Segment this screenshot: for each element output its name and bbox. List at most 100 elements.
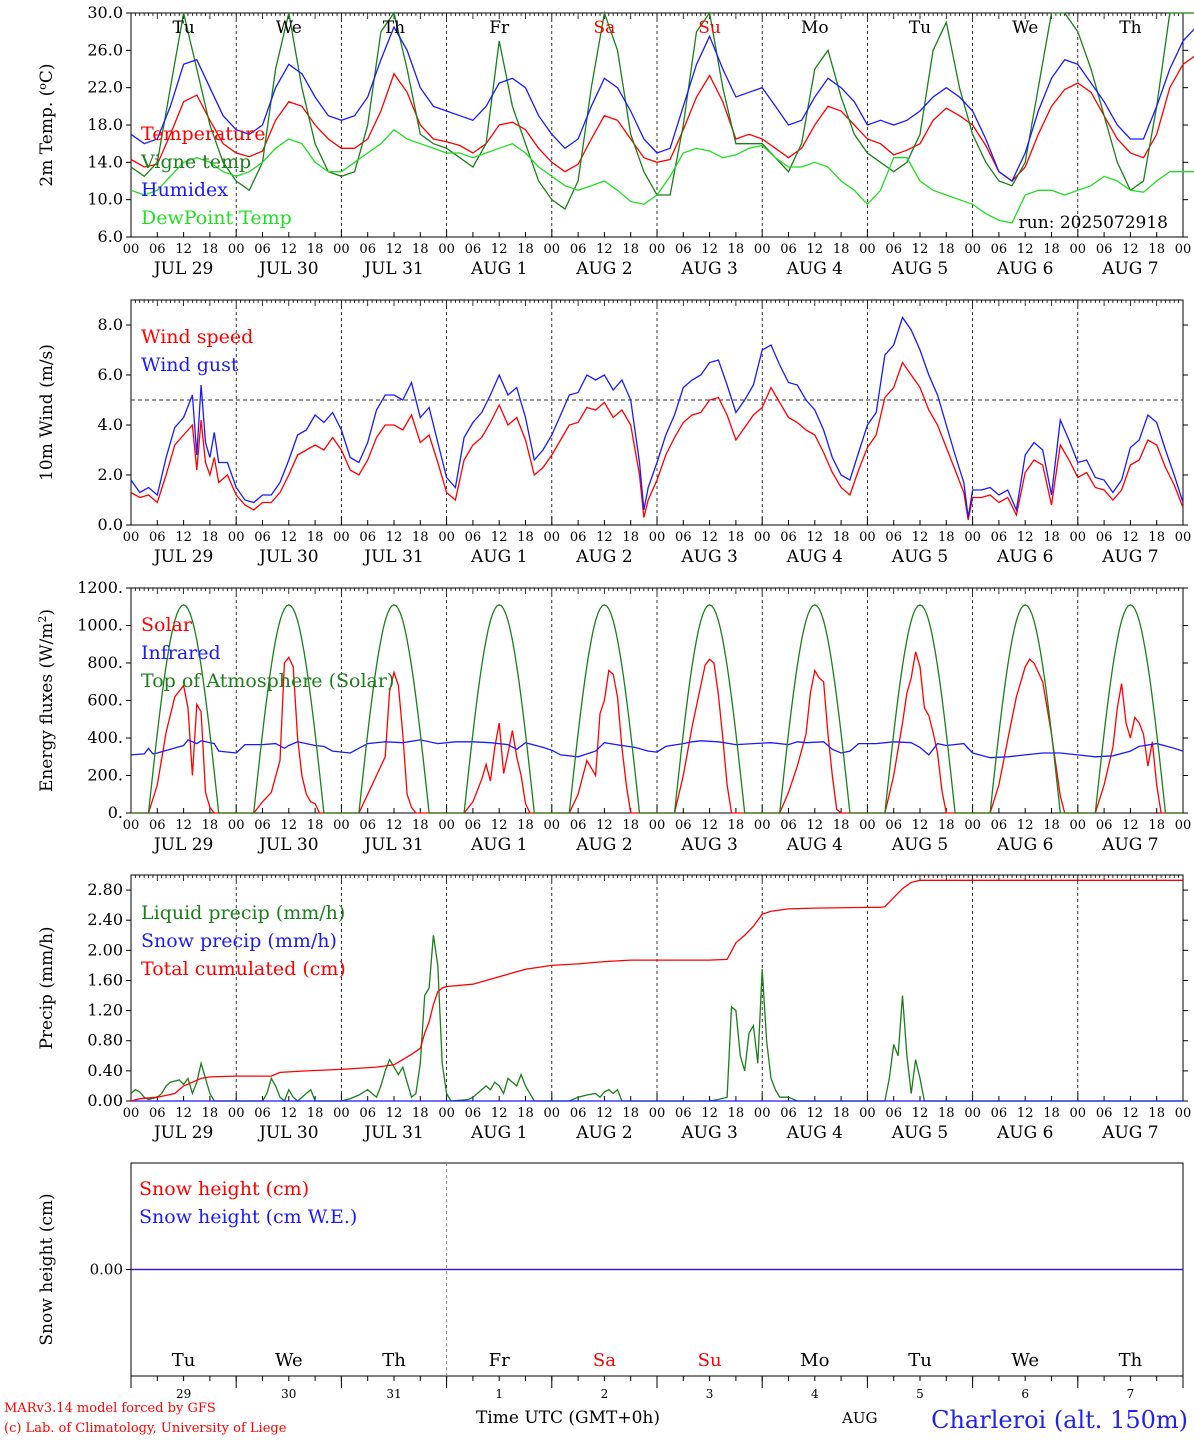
hour-tick-label: 06	[885, 1106, 902, 1121]
hour-tick-label: 12	[386, 818, 403, 833]
hour-tick-label: 00	[649, 818, 666, 833]
hour-tick-label: 12	[912, 242, 929, 257]
series-line	[130, 55, 1194, 182]
hour-tick-label: 18	[517, 818, 534, 833]
hour-tick-label: 18	[307, 818, 324, 833]
date-label: JUL 30	[257, 1123, 318, 1143]
weekday-label: Fr	[489, 1350, 510, 1371]
hour-tick-label: 00	[649, 1106, 666, 1121]
hour-tick-label: 12	[175, 1106, 192, 1121]
hour-tick-label: 06	[570, 530, 587, 545]
y-tick-label: 1200.	[77, 578, 123, 597]
hour-tick-label: 06	[465, 242, 482, 257]
hour-tick-label: 12	[701, 1106, 718, 1121]
date-label: AUG 5	[891, 259, 948, 279]
hour-tick-label: 12	[386, 530, 403, 545]
weekday-label: Fr	[489, 18, 510, 38]
hour-tick-label: 00	[123, 530, 140, 545]
panel-2: 0.0 2.0 4.0 6.0 8.0 00 06 12 18 00 06 12 18 00 06 12 18 0…	[37, 299, 1191, 567]
hour-tick-label: 00	[123, 818, 140, 833]
hour-tick-label: 00	[333, 818, 350, 833]
y-tick-label: 2.40	[87, 910, 123, 929]
weekday-label: We	[1011, 1350, 1039, 1371]
date-label: AUG 7	[1101, 1123, 1158, 1143]
hour-tick-label: 06	[359, 818, 376, 833]
legend-entry: Snow precip (mm/h)	[141, 930, 337, 952]
hour-tick-label: 18	[938, 1106, 955, 1121]
y-tick-label: 30.0	[87, 3, 123, 22]
hour-tick-label: 00	[964, 818, 981, 833]
panel-5: 0.00 Snow height (cm) Snow height (cm) Snow…	[37, 1162, 1184, 1401]
hour-tick-label: 06	[675, 818, 692, 833]
y-tick-label: 22.0	[87, 78, 123, 97]
weekday-label: We	[1012, 18, 1038, 38]
plot-frame	[130, 299, 1184, 526]
hour-tick-label: 06	[254, 530, 271, 545]
hour-tick-label: 00	[859, 530, 876, 545]
legend-entry: DewPoint Temp	[141, 207, 292, 229]
hour-tick-label: 12	[1122, 530, 1139, 545]
hour-tick-label: 18	[307, 242, 324, 257]
hour-tick-label: 12	[1122, 818, 1139, 833]
hour-tick-label: 00	[754, 242, 771, 257]
hour-tick-label: 18	[202, 530, 219, 545]
hour-tick-label: 12	[701, 530, 718, 545]
station-label: Charleroi (alt. 150m)	[931, 1406, 1188, 1434]
hour-tick-label: 06	[780, 818, 797, 833]
day-number: 30	[281, 1387, 296, 1401]
date-label: AUG 4	[786, 547, 843, 567]
series-line	[130, 25, 1194, 182]
hour-tick-label: 00	[544, 242, 561, 257]
hour-tick-label: 12	[1017, 1106, 1034, 1121]
day-number: 3	[706, 1387, 714, 1401]
hour-tick-label: 00	[438, 818, 455, 833]
hour-tick-label: 00	[964, 242, 981, 257]
date-label: AUG 4	[786, 835, 843, 855]
month-label: AUG	[841, 1409, 877, 1427]
hour-tick-label: 00	[544, 530, 561, 545]
date-label: AUG 2	[575, 835, 632, 855]
hour-tick-label: 00	[544, 818, 561, 833]
date-label: AUG 5	[891, 1123, 948, 1143]
hour-tick-label: 06	[885, 818, 902, 833]
series-line	[131, 604, 1183, 814]
hour-tick-label: 06	[1096, 242, 1113, 257]
date-label: AUG 2	[575, 259, 632, 279]
hour-tick-label: 18	[412, 242, 429, 257]
hour-tick-label: 18	[622, 530, 639, 545]
hour-tick-label: 12	[912, 530, 929, 545]
hour-tick-label: 18	[1148, 818, 1165, 833]
hour-tick-label: 06	[675, 242, 692, 257]
legend-entry: Solar	[141, 614, 193, 636]
hour-tick-label: 06	[1096, 1106, 1113, 1121]
hour-tick-label: 12	[701, 818, 718, 833]
weekday-label: Tu	[172, 18, 194, 38]
date-label: AUG 6	[996, 835, 1053, 855]
hour-tick-label: 18	[728, 242, 745, 257]
legend-entry: Snow height (cm W.E.)	[139, 1206, 357, 1228]
hour-tick-label: 18	[1043, 1106, 1060, 1121]
panel-1: 6.0 10.0 14.0 18.0 22.0 26.0 30.0 00 06 12 18 00 06 1…	[36, 3, 1194, 279]
hour-tick-label: 00	[1070, 530, 1087, 545]
y-tick-label: 10.0	[87, 190, 123, 209]
y-axis-label: 2m Temp. (oC)	[36, 63, 57, 186]
hour-tick-label: 00	[123, 1106, 140, 1121]
date-label: AUG 3	[680, 835, 737, 855]
hour-tick-label: 18	[938, 530, 955, 545]
legend-entry: Wind speed	[141, 326, 253, 348]
hour-tick-label: 12	[281, 818, 298, 833]
plot-frame	[130, 12, 1184, 238]
y-tick-label: 400.	[87, 728, 123, 747]
hour-tick-label: 00	[438, 530, 455, 545]
legend-entry: Temperature	[141, 123, 265, 145]
date-label: AUG 5	[891, 547, 948, 567]
hour-tick-label: 06	[885, 242, 902, 257]
hour-tick-label: 12	[491, 242, 508, 257]
hour-tick-label: 12	[807, 818, 824, 833]
weekday-label: Mo	[800, 1350, 829, 1371]
date-label: AUG 1	[470, 835, 527, 855]
hour-tick-label: 18	[938, 818, 955, 833]
hour-tick-label: 00	[964, 530, 981, 545]
hour-tick-label: 06	[254, 242, 271, 257]
hour-tick-label: 12	[175, 242, 192, 257]
